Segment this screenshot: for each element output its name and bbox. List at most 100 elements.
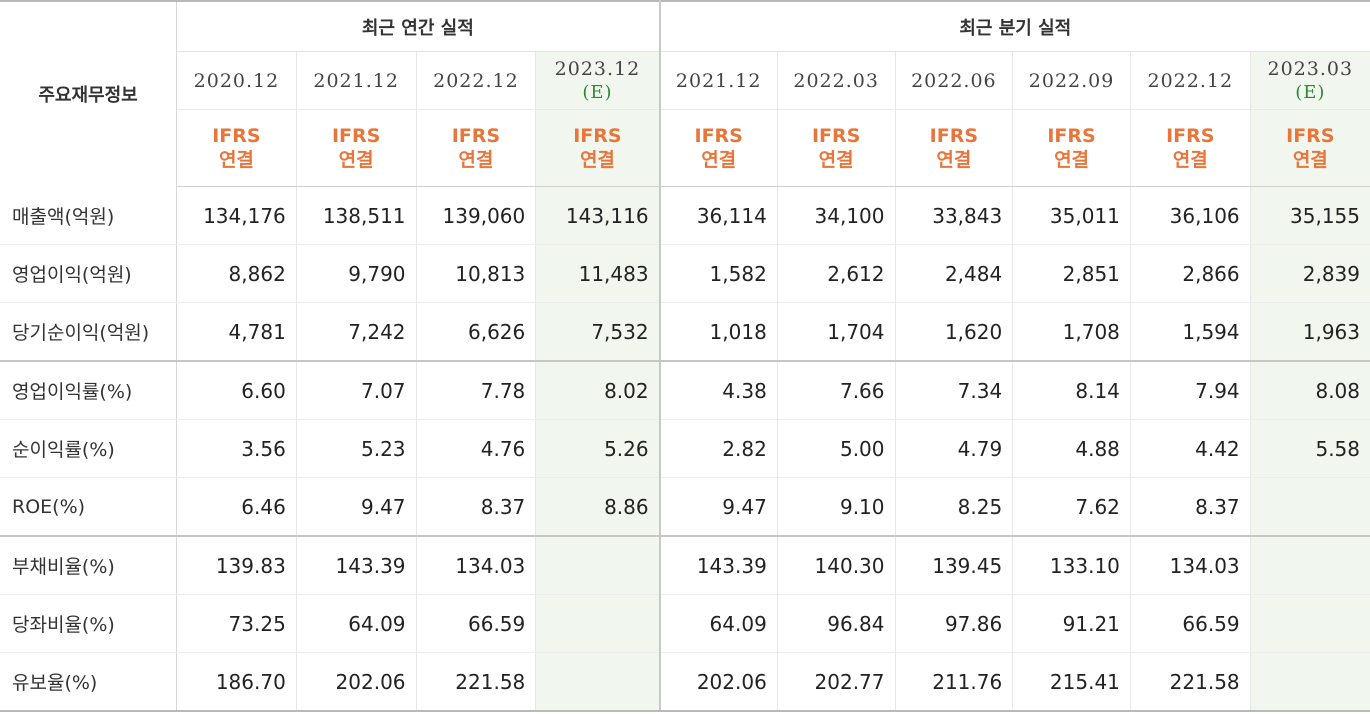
period-date: 2023.03 xyxy=(1267,57,1354,80)
ifrs-label: IFRS xyxy=(929,125,979,147)
annual-period-header: 2020.12 xyxy=(176,51,297,110)
value-cell: 186.70 xyxy=(176,652,297,712)
value-cell: 2,851 xyxy=(1012,244,1131,303)
ifrs-label: IFRS xyxy=(573,125,622,147)
ifrs-consolidated-label: IFRS 연결 xyxy=(415,109,536,187)
ifrs-consolidated-label: IFRS 연결 xyxy=(658,109,778,187)
value-cell: 8.08 xyxy=(1249,361,1370,420)
row-label: 순이익률(%) xyxy=(0,419,178,478)
value-cell: 143,116 xyxy=(535,186,660,245)
value-cell xyxy=(535,652,660,712)
value-cell: 66.59 xyxy=(1129,594,1251,653)
ifrs-consolidated-label: IFRS 연결 xyxy=(176,109,297,187)
ifrs-consolidated-label: IFRS 연결 xyxy=(1012,109,1131,187)
value-cell: 34,100 xyxy=(776,186,895,245)
ifrs-label: IFRS xyxy=(451,125,501,147)
ifrs-label: IFRS xyxy=(1286,125,1335,147)
value-cell: 5.00 xyxy=(776,419,895,478)
value-cell: 8.86 xyxy=(535,477,660,537)
value-cell: 36,114 xyxy=(658,186,778,245)
value-cell: 139.45 xyxy=(894,536,1013,595)
estimate-mark: (E) xyxy=(582,81,613,103)
value-cell: 202.77 xyxy=(776,652,895,712)
annual-results-header: 최근 연간 실적 xyxy=(176,1,660,52)
value-cell: 36,106 xyxy=(1129,186,1251,245)
ifrs-label: IFRS xyxy=(811,125,861,147)
value-cell: 7,242 xyxy=(295,302,417,362)
period-date: 2022.12 xyxy=(1147,69,1234,92)
period-date: 2023.12 xyxy=(554,57,641,80)
ifrs-consolidated-label: IFRS 연결 xyxy=(1129,109,1251,187)
annual-period-header: 2022.12 xyxy=(415,51,536,110)
value-cell: 10,813 xyxy=(415,244,536,303)
row-label: 매출액(억원) xyxy=(0,186,178,245)
annual-period-header: 2023.12 (E) xyxy=(535,51,660,110)
value-cell: 9.10 xyxy=(776,477,895,537)
value-cell: 5.26 xyxy=(535,419,660,478)
value-cell: 5.23 xyxy=(295,419,417,478)
ifrs-consolidated-label: IFRS 연결 xyxy=(776,109,895,187)
corner-label: 주요재무정보 xyxy=(0,1,178,187)
quarter-period-header: 2022.06 xyxy=(894,51,1013,110)
value-cell: 7.62 xyxy=(1012,477,1131,537)
value-cell: 140.30 xyxy=(776,536,895,595)
value-cell: 8.37 xyxy=(415,477,536,537)
value-cell: 4.88 xyxy=(1012,419,1131,478)
value-cell: 143.39 xyxy=(658,536,778,595)
value-cell: 6,626 xyxy=(415,302,536,362)
row-label: 영업이익률(%) xyxy=(0,361,178,420)
row-label: 영업이익(억원) xyxy=(0,244,178,303)
value-cell: 1,582 xyxy=(658,244,778,303)
table-row: 매출액(억원) 134,176 138,511 139,060 143,116 36,11… xyxy=(0,186,1370,245)
value-cell: 1,620 xyxy=(894,302,1013,362)
table-row: 당기순이익(억원) 4,781 7,242 6,626 7,532 1,018 1,704 1… xyxy=(0,302,1370,362)
period-date: 2021.12 xyxy=(675,69,762,92)
value-cell: 2,866 xyxy=(1129,244,1251,303)
value-cell: 133.10 xyxy=(1012,536,1131,595)
ifrs-label: IFRS xyxy=(694,125,743,147)
consolidated-label: 연결 xyxy=(458,149,494,171)
value-cell: 202.06 xyxy=(658,652,778,712)
ifrs-consolidated-label: IFRS 연결 xyxy=(535,109,660,187)
value-cell: 73.25 xyxy=(176,594,297,653)
value-cell: 66.59 xyxy=(415,594,536,653)
row-label: 당기순이익(억원) xyxy=(0,302,178,362)
period-date: 2022.09 xyxy=(1028,69,1115,92)
row-label: ROE(%) xyxy=(0,477,178,537)
value-cell: 64.09 xyxy=(658,594,778,653)
value-cell: 4.79 xyxy=(894,419,1013,478)
ifrs-consolidated-label: IFRS 연결 xyxy=(295,109,417,187)
annual-period-header: 2021.12 xyxy=(295,51,417,110)
value-cell: 96.84 xyxy=(776,594,895,653)
value-cell: 1,704 xyxy=(776,302,895,362)
ifrs-label: IFRS xyxy=(1166,125,1215,147)
value-cell: 215.41 xyxy=(1012,652,1131,712)
value-cell: 64.09 xyxy=(295,594,417,653)
table-row: 유보율(%) 186.70 202.06 221.58 202.06 202.77 211.… xyxy=(0,652,1370,712)
value-cell: 134,176 xyxy=(176,186,297,245)
value-cell: 202.06 xyxy=(295,652,417,712)
period-date: 2022.06 xyxy=(911,69,997,92)
value-cell: 143.39 xyxy=(295,536,417,595)
period-date: 2022.03 xyxy=(793,69,879,92)
table-row: 부채비율(%) 139.83 143.39 134.03 143.39 140.30 139… xyxy=(0,536,1370,595)
value-cell: 139,060 xyxy=(415,186,536,245)
value-cell: 2,839 xyxy=(1249,244,1370,303)
value-cell xyxy=(1249,477,1370,537)
consolidated-label: 연결 xyxy=(579,149,615,171)
quarter-period-header: 2021.12 xyxy=(658,51,778,110)
consolidated-label: 연결 xyxy=(338,149,374,171)
estimate-mark: (E) xyxy=(1295,81,1326,103)
value-cell: 35,011 xyxy=(1012,186,1131,245)
table-row: 영업이익(억원) 8,862 9,790 10,813 11,483 1,582 2,612… xyxy=(0,244,1370,303)
consolidated-label: 연결 xyxy=(936,149,972,171)
value-cell: 97.86 xyxy=(894,594,1013,653)
value-cell: 4.38 xyxy=(658,361,778,420)
value-cell: 33,843 xyxy=(894,186,1013,245)
quarterly-results-header: 최근 분기 실적 xyxy=(658,1,1370,52)
value-cell: 1,708 xyxy=(1012,302,1131,362)
value-cell: 9,790 xyxy=(295,244,417,303)
ifrs-consolidated-label: IFRS 연결 xyxy=(894,109,1013,187)
value-cell: 1,594 xyxy=(1129,302,1251,362)
